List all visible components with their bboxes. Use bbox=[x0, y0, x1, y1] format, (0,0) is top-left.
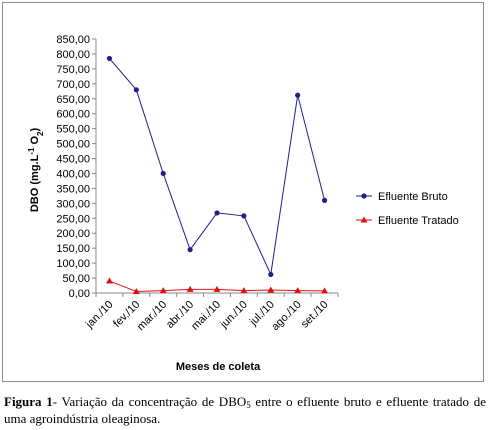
y-tick-label: 850,00 bbox=[56, 34, 90, 46]
y-tick-label: 450,00 bbox=[56, 154, 90, 166]
data-point bbox=[214, 210, 220, 216]
x-tick-label: set./10 bbox=[299, 299, 331, 331]
caption-label: Figura 1 bbox=[4, 394, 53, 409]
y-tick-label: 600,00 bbox=[56, 109, 90, 121]
data-point bbox=[186, 285, 194, 292]
y-tick-label: 750,00 bbox=[56, 64, 90, 76]
data-point bbox=[240, 287, 248, 294]
series-layer bbox=[105, 55, 329, 295]
data-point bbox=[159, 287, 167, 294]
x-tick-label: ago./10 bbox=[269, 299, 303, 333]
caption-subscript: 5 bbox=[246, 400, 251, 410]
x-tick-label: jan./10 bbox=[83, 299, 116, 332]
y-tick-label: 650,00 bbox=[56, 94, 90, 106]
legend-label: Efluente Tratado bbox=[378, 215, 459, 227]
y-tick-label: 200,00 bbox=[56, 228, 90, 240]
x-axis-ticks: jan./10fev./10mar./10abr./10mai./10jun./… bbox=[83, 293, 339, 333]
x-tick-label: jun./10 bbox=[217, 299, 250, 332]
y-tick-label: 500,00 bbox=[56, 139, 90, 151]
y-tick-label: 400,00 bbox=[56, 168, 90, 180]
x-tick-label: mai./10 bbox=[189, 299, 223, 333]
data-point bbox=[267, 286, 275, 293]
data-point bbox=[321, 197, 328, 203]
legend-marker bbox=[360, 216, 368, 223]
dbo-line-chart: 0,00 50,00 100,00 150,00 200,00 250,00 300,00 3… bbox=[27, 34, 459, 373]
y-tick-label: 550,00 bbox=[56, 124, 90, 136]
data-point bbox=[132, 288, 140, 295]
y-tick-label: 250,00 bbox=[56, 213, 90, 225]
data-point bbox=[241, 213, 247, 219]
data-point bbox=[105, 277, 113, 284]
legend-marker bbox=[361, 193, 367, 199]
data-point bbox=[106, 55, 113, 62]
series-line-1 bbox=[109, 58, 326, 277]
legend-label: Efluente Bruto bbox=[378, 191, 448, 203]
y-tick-label: 700,00 bbox=[56, 79, 90, 91]
x-axis-title: Meses de coleta bbox=[176, 361, 261, 373]
data-point bbox=[133, 87, 139, 93]
data-point bbox=[321, 287, 329, 294]
data-point bbox=[160, 170, 166, 177]
x-tick-label: mar./10 bbox=[135, 299, 169, 333]
y-tick-label: 350,00 bbox=[56, 183, 90, 195]
y-tick-label: 100,00 bbox=[56, 258, 90, 270]
figure-caption: Figura 1- Variação da concentração de DB… bbox=[4, 393, 486, 427]
legend: Efluente Bruto Efluente Tratado bbox=[356, 191, 459, 227]
data-point bbox=[213, 285, 221, 292]
y-axis-ticks: 0,00 50,00 100,00 150,00 200,00 250,00 300,00 3… bbox=[56, 34, 96, 300]
caption-text-a: - Variação da concentração de DBO bbox=[52, 394, 247, 409]
y-axis-title: DBO (mg.L-1 O2) bbox=[27, 128, 45, 213]
y-tick-label: 0,00 bbox=[69, 288, 90, 300]
data-point bbox=[294, 287, 302, 294]
y-tick-label: 50,00 bbox=[62, 273, 90, 285]
y-tick-label: 150,00 bbox=[56, 243, 90, 255]
data-point bbox=[295, 92, 301, 98]
data-point bbox=[187, 247, 193, 253]
caption-text-b: entre o efluente bruto e efluente tratad… bbox=[4, 394, 486, 426]
data-point bbox=[268, 271, 274, 278]
chart-frame bbox=[2, 2, 484, 382]
y-tick-label: 300,00 bbox=[56, 198, 90, 210]
y-tick-label: 800,00 bbox=[56, 49, 90, 61]
